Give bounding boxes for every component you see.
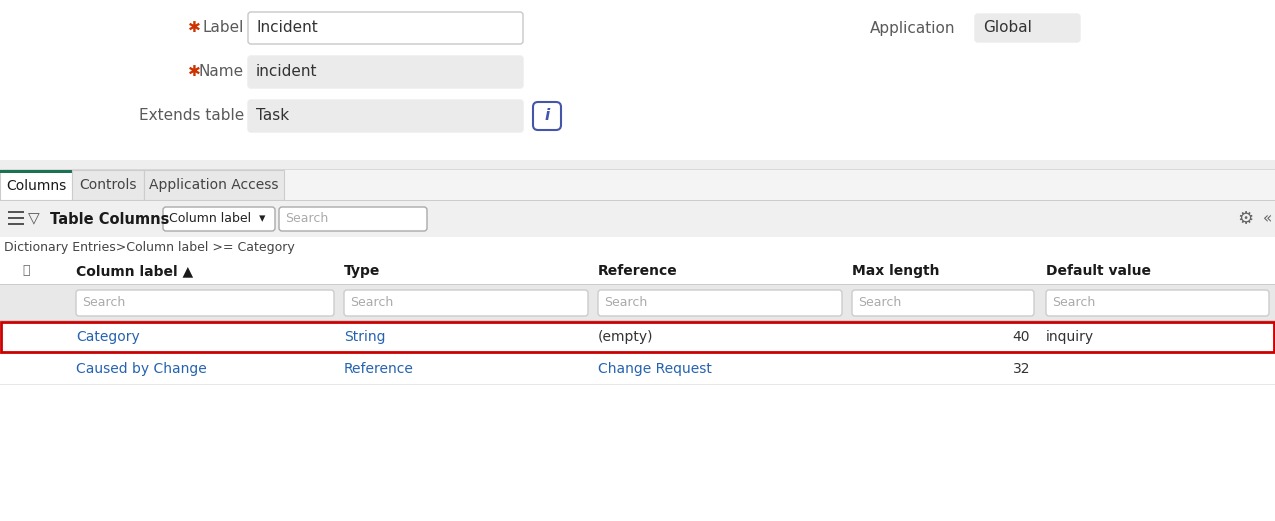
Text: String: String xyxy=(344,330,385,344)
Bar xyxy=(0,0,1275,170)
Bar xyxy=(0,170,1275,204)
Bar xyxy=(0,320,1275,321)
Text: Application: Application xyxy=(870,20,955,35)
Text: Type: Type xyxy=(344,264,380,278)
Text: Table Columns: Table Columns xyxy=(50,212,170,227)
Text: Reference: Reference xyxy=(344,362,414,376)
Bar xyxy=(0,352,1275,353)
FancyBboxPatch shape xyxy=(533,102,561,130)
Text: «: « xyxy=(1262,212,1271,227)
Text: Search: Search xyxy=(858,296,901,309)
Bar xyxy=(0,257,1275,285)
FancyBboxPatch shape xyxy=(598,290,842,316)
Text: 32: 32 xyxy=(1012,362,1030,376)
Text: ⚙: ⚙ xyxy=(1237,210,1253,228)
Text: Max length: Max length xyxy=(852,264,940,278)
Bar xyxy=(0,170,71,173)
Text: Default value: Default value xyxy=(1046,264,1151,278)
Text: Name: Name xyxy=(199,65,244,80)
Text: Reference: Reference xyxy=(598,264,678,278)
FancyBboxPatch shape xyxy=(249,100,523,132)
Text: i: i xyxy=(544,108,550,123)
Text: ✱: ✱ xyxy=(187,20,200,35)
Bar xyxy=(0,353,1275,385)
Bar xyxy=(0,169,1275,170)
Bar xyxy=(0,284,1275,285)
Text: incident: incident xyxy=(256,65,317,80)
Text: Search: Search xyxy=(351,296,393,309)
Text: Column label ▲: Column label ▲ xyxy=(76,264,193,278)
Bar xyxy=(0,170,71,200)
Text: Application Access: Application Access xyxy=(149,178,279,192)
Text: Change Request: Change Request xyxy=(598,362,711,376)
FancyBboxPatch shape xyxy=(163,207,275,231)
FancyBboxPatch shape xyxy=(1046,290,1269,316)
Text: Global: Global xyxy=(983,20,1031,35)
Text: Category: Category xyxy=(76,330,140,344)
Text: Columns: Columns xyxy=(6,179,66,193)
FancyBboxPatch shape xyxy=(344,290,588,316)
Text: Search: Search xyxy=(1052,296,1095,309)
Bar xyxy=(0,285,1275,321)
Text: Dictionary Entries>Column label >= Category: Dictionary Entries>Column label >= Categ… xyxy=(4,241,295,254)
Bar xyxy=(0,200,1275,201)
FancyBboxPatch shape xyxy=(279,207,427,231)
Text: 40: 40 xyxy=(1012,330,1030,344)
Bar xyxy=(0,384,1275,385)
Bar xyxy=(71,170,144,200)
Text: Search: Search xyxy=(82,296,125,309)
FancyBboxPatch shape xyxy=(76,290,334,316)
FancyBboxPatch shape xyxy=(249,56,523,88)
Bar xyxy=(8,211,24,213)
Text: 🔍: 🔍 xyxy=(22,265,29,278)
Text: inquiry: inquiry xyxy=(1046,330,1094,344)
Text: ✱: ✱ xyxy=(187,65,200,80)
Bar xyxy=(0,237,1275,257)
Text: Task: Task xyxy=(256,108,289,123)
FancyBboxPatch shape xyxy=(249,12,523,44)
Bar xyxy=(0,321,1275,353)
Text: Extends table: Extends table xyxy=(139,108,244,123)
Text: Incident: Incident xyxy=(256,20,317,35)
Text: Label: Label xyxy=(203,20,244,35)
Text: Caused by Change: Caused by Change xyxy=(76,362,207,376)
Bar xyxy=(0,201,1275,237)
Bar xyxy=(8,217,24,219)
Bar xyxy=(0,160,1275,170)
Text: Search: Search xyxy=(286,213,328,226)
FancyBboxPatch shape xyxy=(852,290,1034,316)
Bar xyxy=(8,223,24,225)
Text: Column label  ▾: Column label ▾ xyxy=(170,213,265,226)
FancyBboxPatch shape xyxy=(975,14,1080,42)
Bar xyxy=(144,170,284,200)
Text: Controls: Controls xyxy=(79,178,136,192)
Text: Search: Search xyxy=(604,296,648,309)
Bar xyxy=(1,322,1274,352)
Text: ▽: ▽ xyxy=(28,212,40,227)
Text: (empty): (empty) xyxy=(598,330,654,344)
